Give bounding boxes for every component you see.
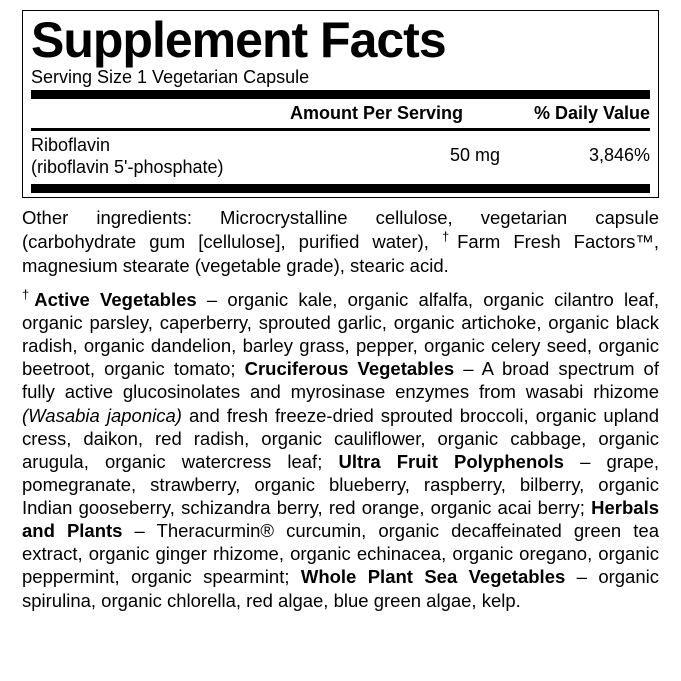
nutrient-dv: 3,846% (500, 135, 650, 166)
rule-thin (31, 128, 650, 131)
ingredient-details: †Active Vegetables – organic kale, organ… (22, 287, 659, 612)
rule-thick (31, 90, 650, 99)
section-sea-veg: Whole Plant Sea Vegetables (301, 566, 565, 587)
rule-thick-bottom (31, 184, 650, 193)
nutrient-row: Riboflavin (riboflavin 5'-phosphate) 50 … (31, 133, 650, 182)
panel-title: Supplement Facts (31, 15, 650, 65)
serving-size: Serving Size 1 Vegetarian Capsule (31, 67, 650, 88)
other-ingredients: Other ingredients: Microcrystalline cell… (22, 206, 659, 277)
header-dv: % Daily Value (500, 103, 650, 124)
column-headers: Amount Per Serving % Daily Value (31, 101, 650, 126)
header-amount: Amount Per Serving (290, 103, 500, 124)
facts-box: Supplement Facts Serving Size 1 Vegetari… (22, 10, 659, 198)
supplement-facts-panel: Supplement Facts Serving Size 1 Vegetari… (0, 0, 681, 622)
nutrient-name: Riboflavin (riboflavin 5'-phosphate) (31, 135, 380, 178)
section-polyphenols: Ultra Fruit Polyphenols (338, 451, 564, 472)
section-cruciferous: Cruciferous Vegetables (245, 358, 455, 379)
nutrient-amount: 50 mg (380, 135, 500, 166)
section-active-veg: Active Vegetables (34, 289, 196, 310)
